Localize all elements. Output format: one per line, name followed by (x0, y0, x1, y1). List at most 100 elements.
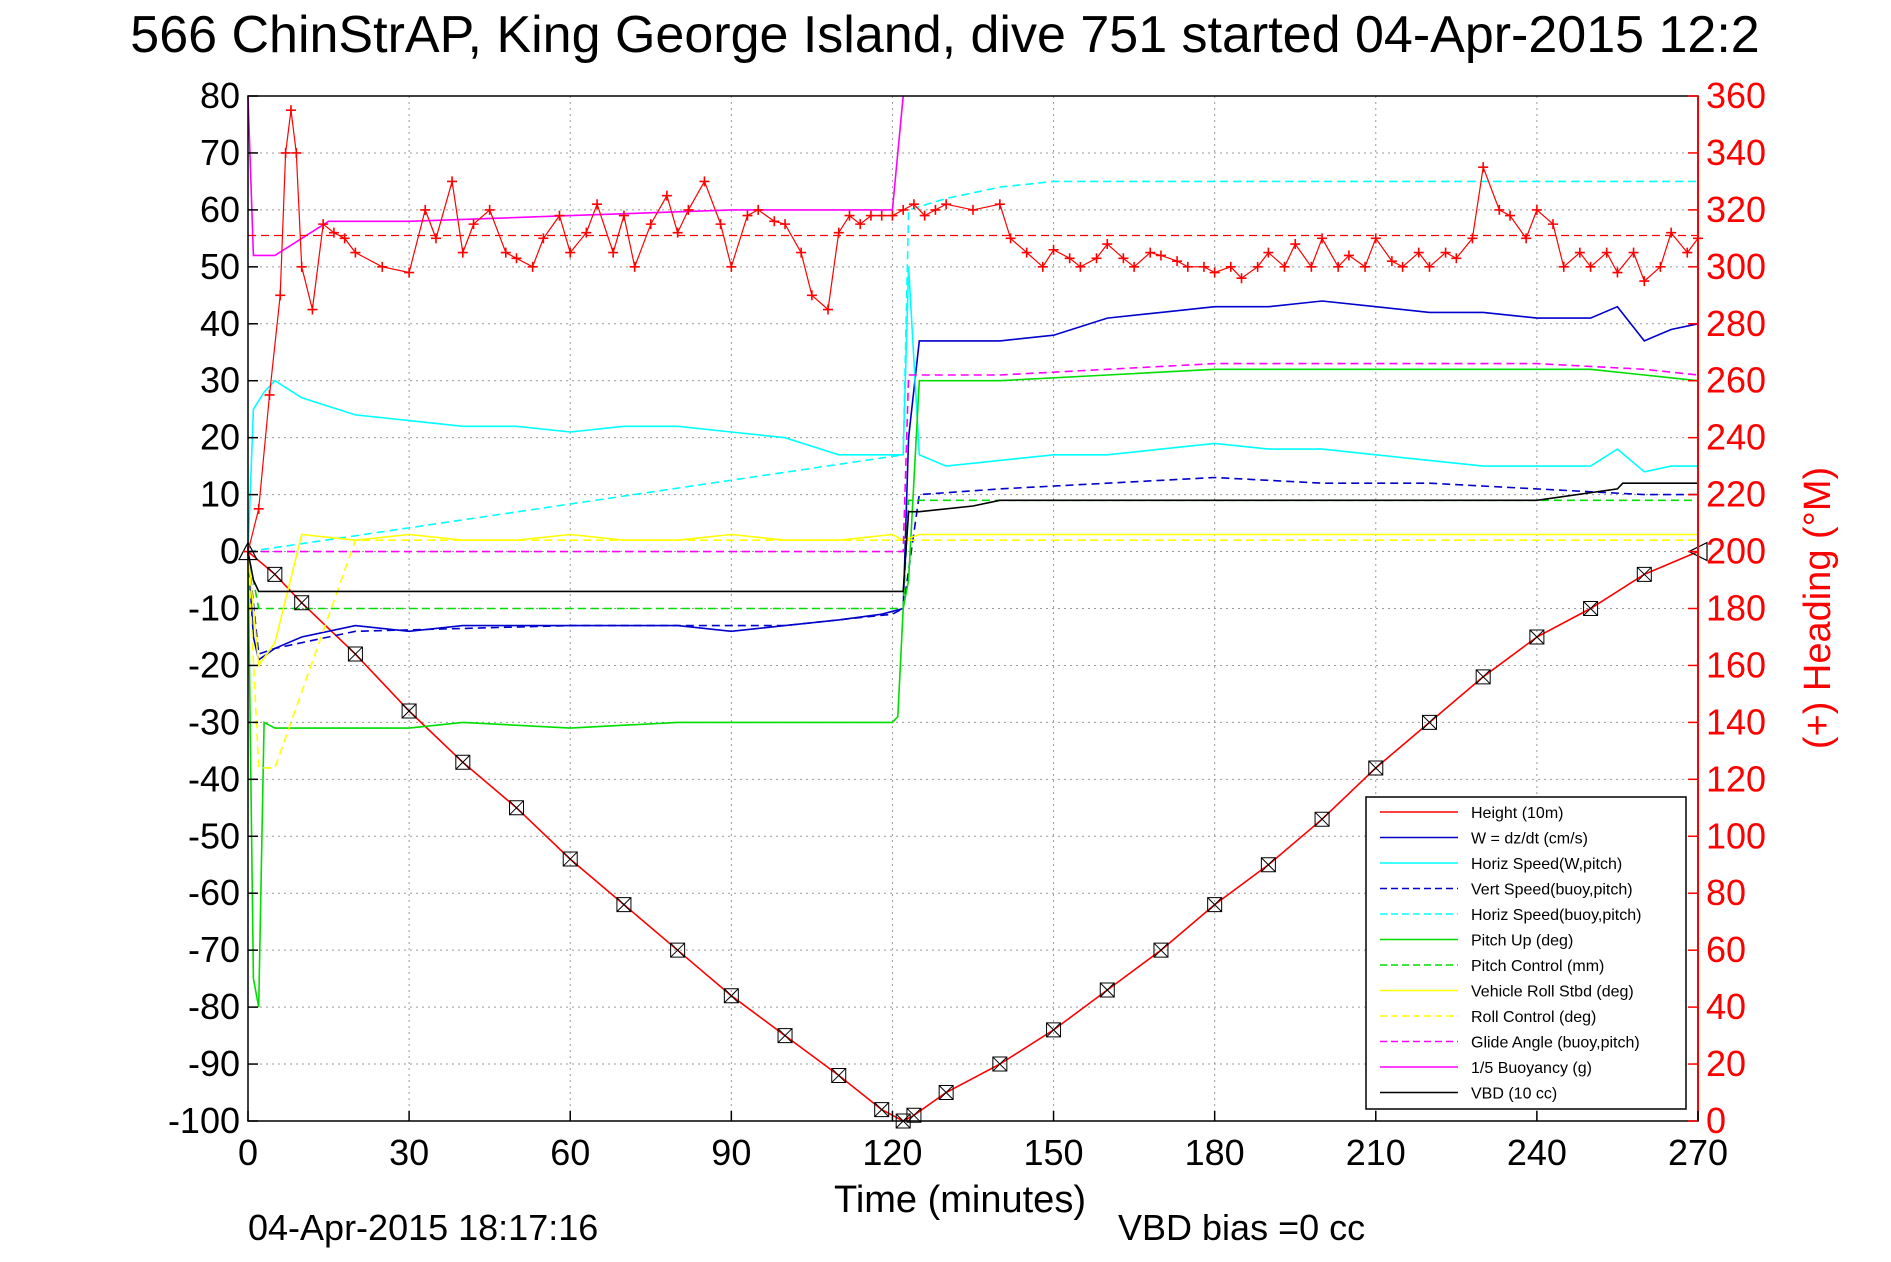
heading-marker (1585, 261, 1596, 272)
heading-marker (1639, 276, 1650, 287)
height-marker (1368, 760, 1384, 776)
heading-marker (742, 210, 753, 221)
heading-marker (275, 290, 286, 301)
heading-marker (1558, 261, 1569, 272)
y-tick-label: -70 (188, 929, 240, 970)
y-tick-label: -60 (188, 872, 240, 913)
height-marker (777, 1028, 793, 1044)
heading-marker (1628, 247, 1639, 258)
y-tick-label: 40 (200, 303, 240, 344)
heading-marker (447, 176, 458, 187)
height-marker (1529, 629, 1545, 645)
heading-marker (844, 210, 855, 221)
heading-marker (318, 219, 329, 230)
height-marker (1475, 669, 1491, 685)
y-axis-ticks: 80 70 60 50 40 30 20 10 0 -10 -20 -30 -40 -50 -60 -70 -8… (168, 75, 258, 1141)
heading-marker (511, 253, 522, 264)
height-marker (509, 800, 525, 816)
height-marker (723, 988, 739, 1004)
legend-label: Glide Angle (buoy,pitch) (1471, 1035, 1640, 1052)
heading-marker (1317, 233, 1328, 244)
legend-label: 1/5 Buoyancy (g) (1471, 1060, 1592, 1077)
y-tick-label: -90 (188, 1043, 240, 1084)
height-markers (238, 541, 1708, 1129)
legend-label: Horiz Speed(W,pitch) (1471, 856, 1622, 873)
height-marker (1046, 1022, 1062, 1038)
heading-marker (1612, 267, 1623, 278)
heading-marker (1263, 247, 1274, 258)
heading-marker (500, 247, 511, 258)
legend-box (1365, 796, 1687, 1110)
height-marker (1314, 811, 1330, 827)
height-marker (616, 897, 632, 913)
heading-marker (1102, 239, 1113, 250)
heading-marker (1129, 261, 1140, 272)
heading-marker (1397, 261, 1408, 272)
y-tick-label: -100 (168, 1100, 240, 1141)
heading-marker (1209, 267, 1220, 278)
heading-marker (296, 261, 307, 272)
heading-marker (1182, 261, 1193, 272)
heading-marker (1290, 239, 1301, 250)
heading-marker (796, 247, 807, 258)
height-marker (938, 1085, 954, 1101)
x-tick-label: 30 (389, 1132, 429, 1173)
heading-marker (1225, 261, 1236, 272)
heading-marker (264, 389, 275, 400)
heading-marker (855, 219, 866, 230)
legend-label: Horiz Speed(buoy,pitch) (1471, 907, 1641, 924)
x-tick-label: 90 (711, 1132, 751, 1173)
heading-marker (919, 210, 930, 221)
heading-marker (683, 204, 694, 215)
heading-marker (350, 247, 361, 258)
heading-marker (420, 204, 431, 215)
y2-tick-label: 300 (1706, 246, 1766, 287)
heading-marker (1306, 261, 1317, 272)
heading-marker (377, 261, 388, 272)
series-layer (238, 95, 1708, 1129)
heading-marker (1145, 247, 1156, 258)
y-tick-label: -10 (188, 588, 240, 629)
x-tick-label: 60 (550, 1132, 590, 1173)
height-marker (874, 1102, 890, 1118)
heading-marker (1424, 261, 1435, 272)
y2-tick-label: 40 (1706, 986, 1746, 1027)
heading-marker (699, 176, 710, 187)
height-marker (670, 942, 686, 958)
heading-marker (629, 261, 640, 272)
series-line (247, 266, 1698, 552)
series-line (247, 368, 1699, 1008)
heading-marker (554, 210, 565, 221)
y2-tick-label: 360 (1706, 75, 1766, 116)
height-marker (1099, 982, 1115, 998)
series-line (247, 482, 1698, 593)
heading-marker (1682, 247, 1693, 258)
height-marker (1207, 897, 1223, 913)
y-tick-label: 0 (220, 531, 240, 572)
chart-title: 566 ChinStrAP, King George Island, dive … (130, 6, 1759, 64)
y2-axis-label: (+) Heading (°M) (1797, 467, 1839, 749)
heading-marker (1531, 204, 1542, 215)
height-marker (401, 703, 417, 719)
y2-tick-label: 240 (1706, 417, 1766, 458)
heading-marker (1386, 256, 1397, 267)
legend-label: Pitch Up (deg) (1471, 933, 1573, 950)
heading-marker (1037, 261, 1048, 272)
y-tick-label: 30 (200, 360, 240, 401)
height-marker (831, 1067, 847, 1083)
heading-marker (608, 247, 619, 258)
legend-label: Roll Control (deg) (1471, 1009, 1596, 1026)
y2-tick-label: 260 (1706, 360, 1766, 401)
heading-marker (806, 290, 817, 301)
heading-marker (1236, 273, 1247, 284)
heading-marker (753, 204, 764, 215)
heading-marker (484, 204, 495, 215)
y2-tick-label: 280 (1706, 303, 1766, 344)
y-tick-label: 20 (200, 417, 240, 458)
heading-marker (285, 105, 296, 116)
height-marker (1636, 566, 1652, 582)
series-line (247, 180, 1698, 553)
heading-marker (726, 261, 737, 272)
legend-label: Height (10m) (1471, 805, 1563, 822)
y-tick-label: 80 (200, 75, 240, 116)
